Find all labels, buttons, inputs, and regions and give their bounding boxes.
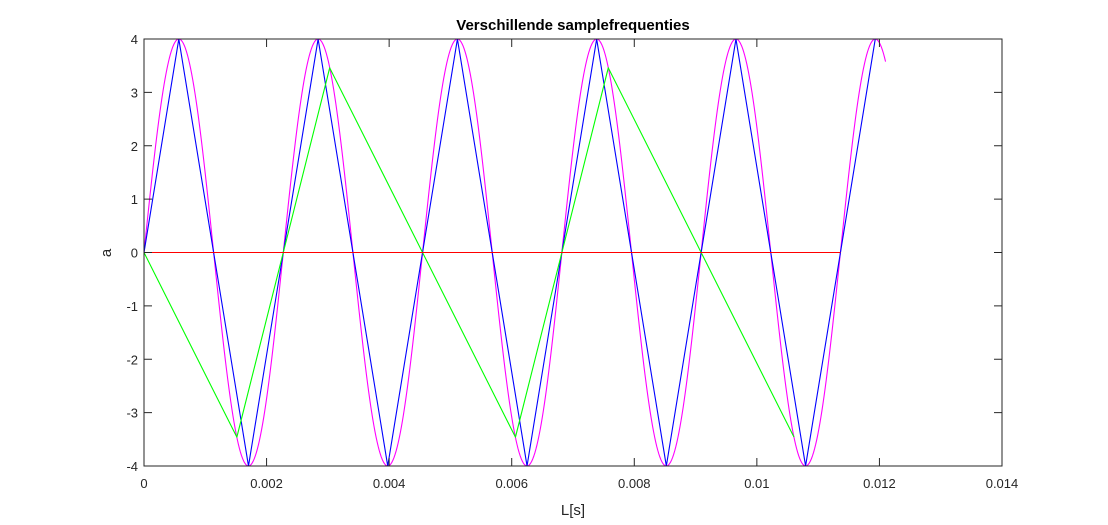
x-tick-label: 0.002 xyxy=(250,476,283,491)
x-axis-label: L[s] xyxy=(561,502,585,519)
y-axis-ticks: -4 -3 -2 -1 0 1 2 3 4 xyxy=(126,32,1002,474)
x-tick-label: 0 xyxy=(140,476,147,491)
y-tick-label: 3 xyxy=(131,85,138,100)
y-tick-label: -3 xyxy=(126,406,138,421)
x-tick-label: 0.008 xyxy=(618,476,651,491)
x-tick-label: 0.004 xyxy=(373,476,406,491)
y-tick-label: -2 xyxy=(126,352,138,367)
series-line-2 xyxy=(143,38,876,467)
y-tick-label: -1 xyxy=(126,299,138,314)
series-line-1 xyxy=(143,38,887,467)
y-tick-label: 0 xyxy=(131,246,138,261)
y-tick-label: 1 xyxy=(131,192,138,207)
y-tick-label: 4 xyxy=(131,32,138,47)
series-line-3 xyxy=(143,67,795,438)
y-tick-label: 2 xyxy=(131,139,138,154)
x-tick-label: 0.006 xyxy=(495,476,528,491)
x-tick-label: 0.012 xyxy=(863,476,896,491)
x-axis-ticks: 0 0.002 0.004 0.006 0.008 0.01 0.012 0.014 xyxy=(140,39,1018,491)
chart-title: Verschillende samplefrequenties xyxy=(456,17,689,34)
y-tick-label: -4 xyxy=(126,459,138,474)
y-axis-label: a xyxy=(98,248,115,257)
series-layer xyxy=(143,38,887,467)
x-tick-label: 0.014 xyxy=(986,476,1019,491)
x-tick-label: 0.01 xyxy=(744,476,769,491)
